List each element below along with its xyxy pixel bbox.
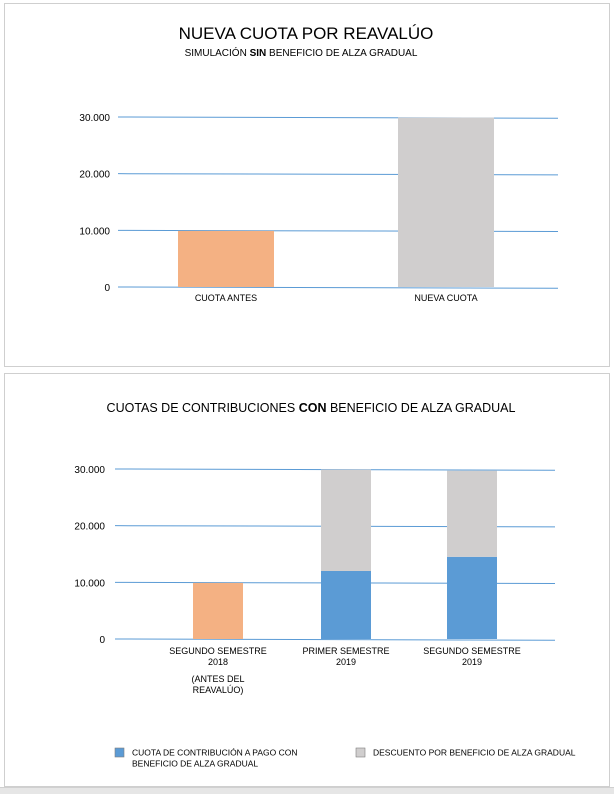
chart2-bar-segment: [193, 582, 243, 639]
chart1-category-label: NUEVA CUOTA: [414, 293, 477, 303]
chart1-bar: [398, 117, 494, 287]
chart1-ytick-label: 0: [104, 283, 110, 294]
chart1-title: NUEVA CUOTA POR REAVALÚO: [179, 24, 434, 43]
chart2-category-note: (ANTES DEL: [191, 674, 244, 684]
bottom-scroll-strip: [0, 787, 614, 794]
chart2-legend-label: BENEFICIO DE ALZA GRADUAL: [132, 759, 258, 769]
chart2-category-label: SEGUNDO SEMESTRE: [169, 646, 267, 656]
chart-panel-sin-beneficio: NUEVA CUOTA POR REAVALÚO SIMULACIÓN SIN …: [4, 3, 610, 367]
chart2-category-label: 2018: [208, 657, 228, 667]
chart2-gridline: [114, 638, 556, 641]
chart2-category-note: REAVALÚO): [193, 685, 244, 695]
chart2-legend-swatch: [114, 747, 125, 758]
chart1-category-label: CUOTA ANTES: [195, 293, 257, 303]
chart2-bar-segment: [321, 571, 371, 639]
chart2-bar-segment: [321, 469, 371, 571]
chart2-bar-segment: [447, 470, 497, 557]
chart-sin-beneficio: NUEVA CUOTA POR REAVALÚO SIMULACIÓN SIN …: [79, 24, 559, 303]
chart1-ytick-label: 10.000: [79, 226, 110, 237]
chart-panel-con-beneficio: CUOTAS DE CONTRIBUCIONES CON BENEFICIO D…: [4, 373, 610, 787]
chart2-ytick-label: 30.000: [74, 465, 105, 476]
chart1-ytick-label: 30.000: [79, 113, 110, 124]
chart2-ytick-label: 20.000: [74, 522, 105, 533]
chart2-ytick-label: 0: [99, 635, 105, 646]
chart2-category-label: SEGUNDO SEMESTRE: [423, 646, 521, 656]
chart2-legend-swatch: [355, 747, 366, 758]
chart2-category-label: 2019: [462, 657, 482, 667]
chart1-gridline: [117, 286, 559, 289]
chart2-legend-label: DESCUENTO POR BENEFICIO DE ALZA GRADUAL: [373, 748, 576, 758]
chart-con-beneficio: CUOTAS DE CONTRIBUCIONES CON BENEFICIO D…: [74, 401, 576, 769]
chart2-ytick-label: 10.000: [74, 578, 105, 589]
chart1-bar: [178, 230, 274, 287]
chart2-bar-segment: [447, 556, 497, 639]
chart1-ytick-label: 20.000: [79, 170, 110, 181]
chart2-legend-label: CUOTA DE CONTRIBUCIÓN A PAGO CON: [132, 748, 297, 758]
chart2-category-label: PRIMER SEMESTRE: [302, 646, 389, 656]
chart2-title: CUOTAS DE CONTRIBUCIONES CON BENEFICIO D…: [107, 401, 516, 415]
chart2-category-label: 2019: [336, 657, 356, 667]
chart1-subtitle: SIMULACIÓN SIN BENEFICIO DE ALZA GRADUAL: [185, 46, 418, 59]
